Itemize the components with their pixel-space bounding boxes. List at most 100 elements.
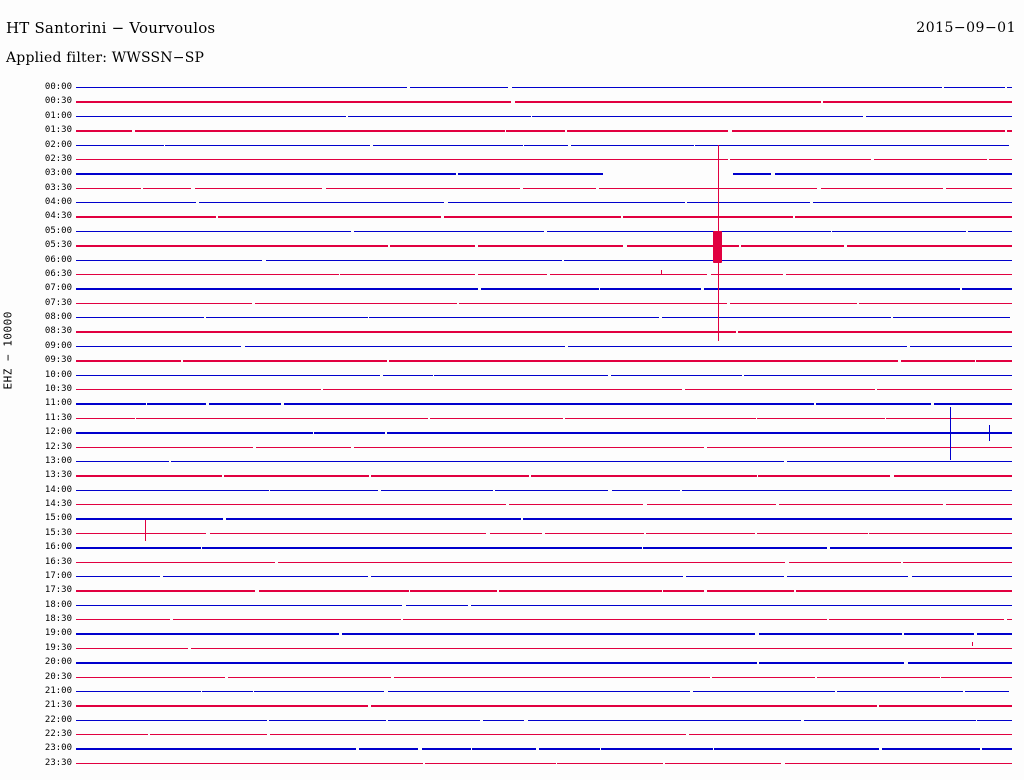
trace-segment — [201, 662, 285, 664]
trace-segment — [76, 532, 206, 535]
trace-segment — [859, 302, 1012, 305]
trace-segment — [202, 173, 243, 175]
trace-segment — [714, 748, 880, 750]
trace-segment — [309, 575, 368, 578]
trace-row — [76, 762, 1012, 765]
trace-segment — [976, 360, 1012, 362]
trace-segment — [903, 561, 1012, 563]
trace-segment — [226, 604, 403, 607]
trace-segment — [457, 173, 566, 175]
trace-row — [76, 144, 1012, 147]
time-axis-label: 02:00 — [44, 139, 72, 150]
trace-segment — [591, 360, 711, 362]
trace-segment — [879, 144, 1010, 146]
trace-segment — [165, 144, 281, 146]
trace-segment — [847, 245, 903, 247]
trace-segment — [436, 360, 592, 362]
trace-segment — [550, 273, 708, 276]
trace-segment — [699, 460, 784, 463]
trace-segment — [372, 144, 476, 146]
trace-row — [76, 504, 1012, 506]
trace-segment — [150, 87, 204, 89]
trace-row — [76, 647, 1012, 650]
trace-segment — [470, 604, 627, 607]
trace-segment — [76, 245, 176, 247]
trace-segment — [149, 734, 268, 736]
trace-segment — [803, 719, 976, 722]
trace-segment — [76, 417, 136, 420]
time-axis-label: 23:00 — [44, 743, 72, 754]
trace-segment — [686, 575, 785, 578]
trace-segment — [610, 647, 689, 650]
trace-segment — [962, 288, 1012, 290]
trace-segment — [688, 734, 859, 736]
trace-segment — [400, 216, 442, 218]
trace-segment — [1006, 87, 1012, 89]
time-axis-label: 06:00 — [44, 254, 72, 265]
trace-segment — [976, 719, 1012, 722]
trace-segment — [712, 676, 816, 678]
trace-segment — [637, 619, 827, 621]
trace-segment — [695, 144, 880, 146]
trace-segment — [542, 561, 695, 563]
trace-segment — [815, 317, 891, 319]
time-axis-label: 16:30 — [44, 556, 72, 567]
time-axis-label: 12:00 — [44, 427, 72, 438]
trace-segment — [611, 374, 742, 376]
trace-segment — [76, 173, 203, 175]
trace-segment — [982, 748, 1012, 750]
trace-segment — [264, 115, 347, 118]
time-axis-label: 20:30 — [44, 671, 72, 682]
trace-segment — [381, 489, 493, 492]
event-blue-spike-1230 — [989, 425, 991, 441]
time-axis-label: 17:00 — [44, 570, 72, 581]
trace-segment — [566, 676, 710, 678]
time-axis-label: 03:00 — [44, 168, 72, 179]
trace-segment — [393, 101, 512, 103]
trace-segment — [809, 388, 875, 391]
trace-segment — [706, 446, 888, 448]
trace-row — [76, 317, 1012, 319]
trace-segment — [359, 748, 419, 750]
trace-segment — [445, 561, 543, 563]
trace-segment — [76, 331, 195, 333]
trace-segment — [813, 202, 883, 204]
trace-segment — [76, 734, 148, 736]
time-axis-label: 01:30 — [44, 125, 72, 136]
trace-segment — [608, 302, 728, 305]
trace-segment — [370, 705, 553, 707]
trace-segment — [202, 547, 294, 549]
event-red-spike-1530 — [145, 520, 147, 541]
trace-segment — [613, 331, 737, 333]
trace-row — [76, 432, 1012, 434]
trace-segment — [846, 259, 968, 261]
trace-segment — [556, 762, 664, 765]
trace-segment — [945, 504, 1012, 506]
trace-segment — [76, 288, 231, 290]
trace-area — [76, 76, 1012, 776]
trace-segment — [784, 762, 885, 765]
trace-segment — [394, 676, 480, 678]
trace-segment — [354, 230, 545, 233]
event-small-marker-0630 — [661, 270, 663, 274]
trace-segment — [902, 245, 1012, 247]
trace-segment — [76, 216, 217, 218]
trace-segment — [764, 87, 942, 89]
trace-segment — [617, 158, 666, 161]
trace-segment — [1002, 273, 1012, 276]
trace-segment — [531, 475, 572, 477]
trace-segment — [644, 230, 831, 233]
trace-row — [76, 216, 1012, 218]
trace-segment — [434, 374, 608, 376]
trace-segment — [831, 230, 966, 233]
trace-segment — [788, 561, 902, 563]
trace-segment — [118, 719, 267, 722]
trace-segment — [876, 590, 1012, 592]
trace-segment — [645, 187, 817, 190]
trace-segment — [271, 417, 338, 420]
trace-segment — [499, 403, 567, 405]
helicorder-plot: 00:00 00:30 01:00 01:30 02:00 02:30 03:00 03:30… — [0, 76, 1024, 776]
trace-segment — [76, 690, 201, 693]
trace-segment — [414, 518, 522, 520]
